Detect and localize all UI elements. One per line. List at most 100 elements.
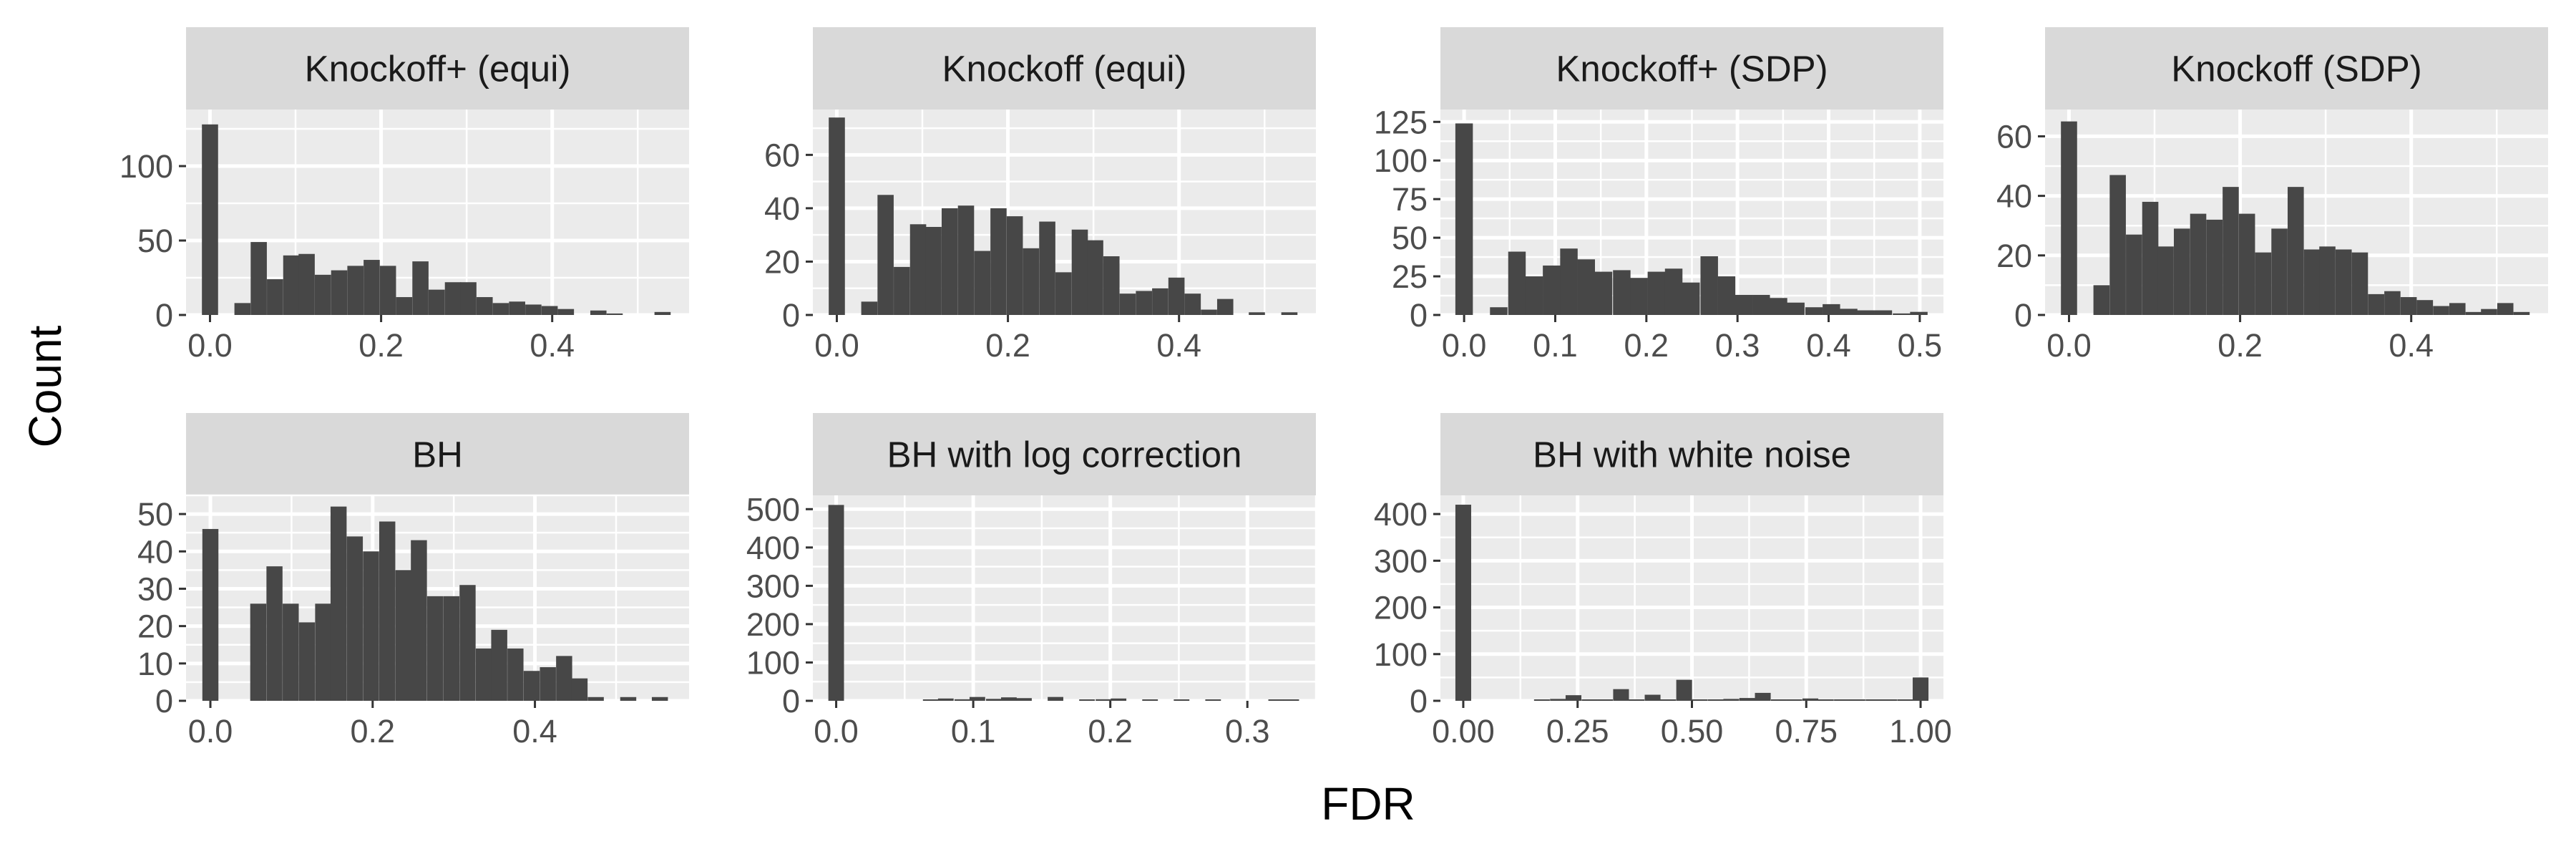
histogram-bar	[1874, 310, 1893, 315]
y-tick-label: 100	[1374, 142, 1428, 179]
histogram-bar	[894, 266, 910, 315]
histogram-bar	[1880, 699, 1897, 701]
histogram-bar	[1818, 699, 1834, 701]
facet-panel: BH with log correction 0.0 0.1 0.2 0.3 010020…	[746, 413, 1317, 749]
histogram-bar	[1023, 248, 1040, 315]
histogram-bar	[444, 282, 462, 315]
histogram-bar	[347, 266, 364, 315]
histogram-bar	[1834, 699, 1850, 701]
histogram-bar	[571, 678, 588, 701]
histogram-bar	[2368, 293, 2384, 315]
histogram-bar	[1897, 699, 1913, 701]
histogram-bar	[1770, 699, 1787, 701]
x-tick-label: 0.4	[2389, 327, 2434, 364]
y-tick-label: 400	[746, 530, 800, 566]
y-tick-label: 60	[1996, 118, 2032, 155]
histogram-bar	[1735, 294, 1753, 315]
histogram-bar	[2384, 291, 2401, 315]
histogram-bar	[1613, 270, 1631, 315]
histogram-bar	[1629, 699, 1645, 701]
histogram-bar	[590, 310, 607, 315]
y-tick-label: 40	[764, 190, 800, 227]
histogram-bar	[1508, 251, 1526, 315]
histogram-bar	[1039, 221, 1055, 315]
x-tick-label: 0.4	[530, 327, 575, 364]
histogram-bar	[1174, 699, 1190, 701]
x-tick-label: 0.3	[1715, 327, 1760, 364]
y-tick-label: 100	[1374, 636, 1428, 673]
x-tick-label: 0.25	[1546, 713, 1609, 749]
histogram-bar	[1644, 694, 1661, 701]
histogram-bar	[426, 596, 444, 701]
x-tick-label: 0.2	[985, 327, 1030, 364]
histogram-bar	[250, 242, 267, 315]
histogram-bar	[525, 304, 542, 315]
x-tick-label: 0.0	[814, 713, 859, 749]
histogram-bar	[267, 279, 283, 315]
histogram-bar	[1184, 293, 1201, 315]
y-tick-label: 0	[1410, 297, 1428, 334]
y-tick-label: 300	[1374, 543, 1428, 579]
facet-title: Knockoff (equi)	[942, 49, 1186, 89]
histogram-bar	[1533, 699, 1550, 701]
histogram-bar	[1717, 276, 1736, 315]
y-tick-label: 0	[155, 683, 173, 719]
histogram-bar	[396, 297, 413, 315]
histogram-bar	[1268, 699, 1284, 701]
histogram-bar	[941, 208, 958, 315]
histogram-bar	[620, 697, 637, 701]
histogram-bar	[2190, 213, 2207, 315]
y-tick-label: 50	[1392, 220, 1428, 256]
histogram-bar	[2157, 246, 2174, 315]
facet-strip	[186, 27, 689, 110]
histogram-bar	[1682, 282, 1700, 315]
histogram-bar	[2400, 297, 2417, 315]
histogram-bar	[1787, 302, 1805, 315]
histogram-bar	[1676, 679, 1692, 701]
histogram-bar	[1664, 268, 1683, 315]
histogram-bar	[1048, 697, 1063, 701]
histogram-bar	[266, 566, 283, 701]
histogram-bar	[1001, 697, 1017, 701]
histogram-bar	[1490, 307, 1508, 315]
histogram-bar	[1770, 298, 1787, 315]
histogram-bar	[411, 540, 427, 701]
histogram-bar	[509, 301, 525, 315]
histogram-bar	[1079, 699, 1096, 701]
histogram-bar	[1201, 309, 1217, 315]
histogram-bar	[1087, 240, 1103, 315]
histogram-bar	[2513, 311, 2530, 315]
histogram-bar	[1577, 259, 1595, 315]
facet-strip	[813, 27, 1316, 110]
y-tick-label: 30	[137, 571, 173, 607]
histogram-bar	[1752, 294, 1770, 315]
x-tick-label: 0.0	[1442, 327, 1487, 364]
histogram-bar	[1913, 677, 1929, 701]
histogram-bar	[2173, 228, 2190, 315]
histogram-bar	[1581, 699, 1598, 701]
histogram-bar	[909, 224, 927, 315]
histogram-bar	[1096, 699, 1112, 701]
facet-panel: Knockoff (SDP) 0.0 0.2 0.4 0 20 40 60	[1996, 27, 2548, 364]
histogram-bar	[1613, 689, 1629, 701]
facet-panel: Knockoff+ (equi) 0.0 0.2 0.4 0 50 100	[119, 27, 689, 364]
histogram-bar	[1016, 698, 1032, 701]
histogram-bar	[877, 195, 894, 315]
x-tick-label: 0.2	[1088, 713, 1133, 749]
histogram-bar	[922, 699, 939, 701]
histogram-bar	[969, 697, 985, 701]
histogram-bar	[1560, 248, 1578, 315]
facet-title: Knockoff (SDP)	[2171, 49, 2422, 89]
histogram-bar	[2206, 219, 2223, 315]
facet-strip	[2045, 27, 2548, 110]
facet-title: Knockoff+ (SDP)	[1556, 49, 1828, 89]
histogram-bar	[861, 301, 878, 315]
histogram-bar	[1216, 299, 1234, 315]
histogram-bar	[476, 297, 493, 315]
histogram-bar	[314, 274, 331, 315]
histogram-bar	[2142, 201, 2159, 315]
x-tick-label: 0.0	[187, 327, 233, 364]
histogram-bar	[1281, 312, 1298, 315]
